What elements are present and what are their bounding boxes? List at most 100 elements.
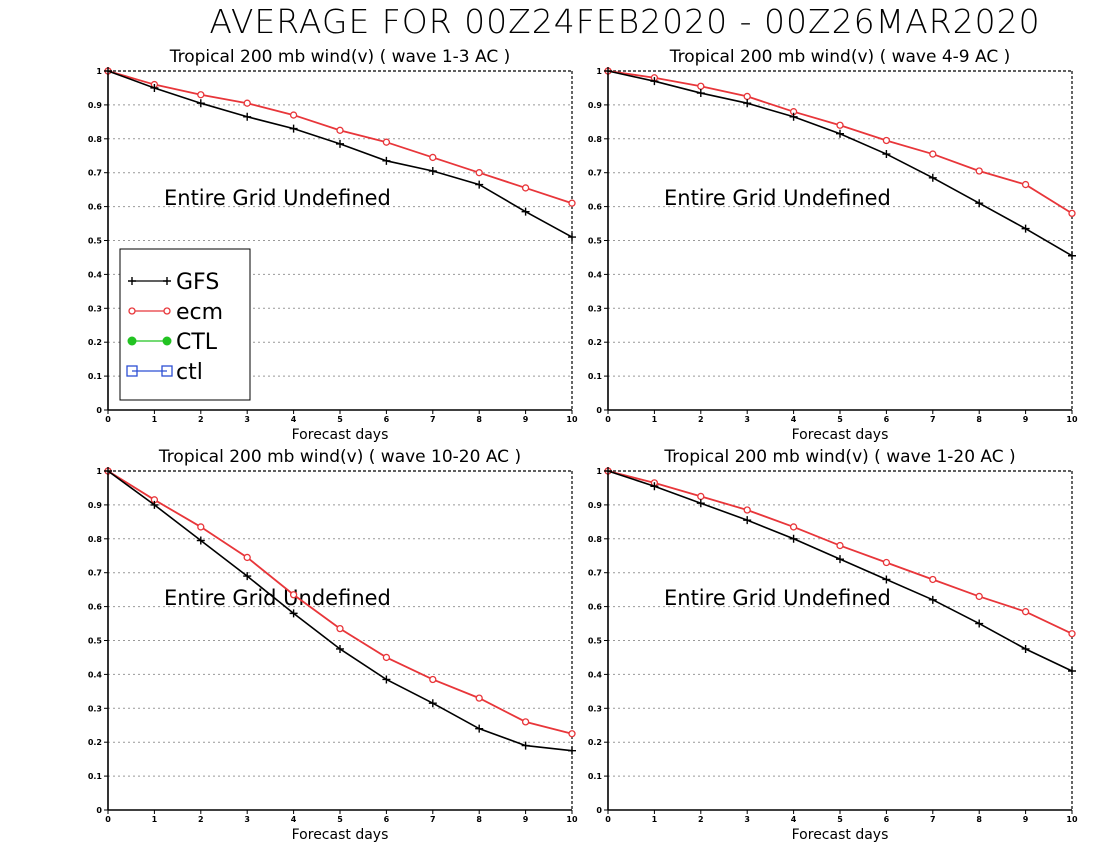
data-point-GFS	[336, 139, 344, 148]
legend-label: ctl	[176, 360, 203, 385]
x-tick-label: 6	[884, 815, 890, 824]
x-tick-label: 8	[976, 815, 982, 824]
y-tick-label: 0.6	[588, 203, 603, 212]
data-point-GFS	[336, 644, 344, 653]
y-tick-label: 0.5	[588, 237, 603, 246]
series-line-GFS	[107, 70, 573, 238]
data-point-GFS	[1021, 224, 1030, 233]
y-tick-label: 1	[96, 467, 102, 476]
data-point-GFS	[743, 99, 752, 108]
y-tick-label: 0.8	[88, 135, 103, 144]
data-point-ecm	[429, 675, 437, 684]
data-point-ecm	[197, 91, 205, 99]
y-tick-label: 0.9	[588, 501, 603, 510]
data-point-ecm	[743, 92, 751, 101]
x-tick-label: 3	[744, 815, 750, 824]
chart-title: Tropical 200 mb wind(v) ( wave 1-20 AC )	[663, 447, 1015, 467]
chart-title: Tropical 200 mb wind(v) ( wave 4-9 AC )	[669, 47, 1011, 67]
x-tick-label: 4	[791, 815, 797, 824]
data-point-ecm	[882, 558, 891, 567]
y-tick-label: 0.2	[88, 338, 102, 347]
x-tick-label: 5	[837, 415, 843, 424]
y-tick-label: 0.3	[88, 704, 102, 713]
y-tick-label: 0.4	[88, 270, 103, 279]
data-point-ecm	[882, 136, 891, 145]
series-line-GFS	[607, 70, 1073, 257]
x-tick-label: 1	[652, 415, 658, 424]
data-point-ecm	[697, 492, 705, 501]
data-point-GFS	[196, 536, 205, 545]
legend-item-ctl: ctl	[126, 360, 203, 385]
data-point-GFS	[882, 150, 891, 159]
data-point-GFS	[382, 156, 391, 165]
x-tick-label: 5	[837, 815, 843, 824]
x-tick-label: 1	[652, 815, 658, 824]
data-point-ecm	[289, 111, 298, 119]
y-tick-label: 1	[96, 67, 102, 76]
chart-panel-1: Tropical 200 mb wind(v) ( wave 1-3 AC ) 0…	[88, 47, 578, 443]
data-point-ecm	[382, 653, 391, 662]
x-tick-label: 1	[152, 415, 158, 424]
data-point-ecm	[336, 624, 344, 633]
data-point-ecm	[1068, 209, 1076, 218]
data-point-ecm	[1068, 630, 1076, 638]
data-point-GFS	[650, 482, 659, 491]
x-tick-label: 2	[198, 815, 204, 824]
x-tick-label: 7	[930, 815, 936, 824]
data-point-ecm	[975, 167, 983, 175]
data-point-GFS	[928, 595, 937, 604]
x-tick-label: 1	[152, 815, 158, 824]
y-tick-label: 0.2	[588, 738, 602, 747]
y-tick-label: 0.4	[588, 670, 603, 679]
data-point-GFS	[289, 124, 298, 133]
y-tick-label: 0	[596, 406, 602, 415]
x-tick-label: 7	[930, 415, 936, 424]
chart-panel-2: Tropical 200 mb wind(v) ( wave 4-9 AC ) 0…	[588, 47, 1078, 443]
x-tick-label: 4	[291, 815, 297, 824]
legend-marker	[163, 277, 171, 285]
y-tick-label: 0.8	[588, 535, 603, 544]
data-point-ecm	[521, 184, 530, 192]
chart-annotation: Entire Grid Undefined	[664, 186, 891, 210]
x-tick-label: 4	[291, 415, 297, 424]
x-tick-label: 3	[744, 415, 750, 424]
y-tick-label: 0.9	[588, 101, 603, 110]
data-point-GFS	[882, 575, 891, 584]
data-point-GFS	[150, 83, 159, 92]
x-tick-label: 3	[244, 415, 250, 424]
y-tick-label: 0.7	[88, 169, 102, 178]
data-point-GFS	[975, 619, 984, 628]
x-tick-label: 2	[198, 415, 204, 424]
y-tick-label: 0.7	[588, 569, 602, 578]
data-point-ecm	[197, 523, 205, 531]
data-point-ecm	[382, 138, 391, 146]
data-point-ecm	[1021, 180, 1030, 189]
data-point-GFS	[836, 555, 844, 564]
y-tick-label: 0.7	[88, 569, 102, 578]
x-tick-label: 8	[476, 415, 482, 424]
y-tick-label: 0	[96, 806, 102, 815]
data-point-GFS	[928, 173, 937, 182]
chart-panel-3: Tropical 200 mb wind(v) ( wave 10-20 AC …	[88, 447, 578, 843]
y-tick-label: 0.7	[588, 169, 602, 178]
x-axis-label: Forecast days	[292, 827, 389, 843]
data-point-GFS	[1068, 251, 1076, 260]
x-tick-label: 9	[1023, 815, 1029, 824]
data-point-GFS	[743, 516, 752, 525]
x-tick-label: 2	[698, 815, 704, 824]
legend-marker	[161, 365, 173, 377]
data-point-GFS	[696, 89, 705, 98]
legend-item-ecm: ecm	[128, 300, 223, 325]
y-tick-label: 0.2	[588, 338, 602, 347]
x-tick-label: 8	[476, 815, 482, 824]
y-tick-label: 0.6	[88, 603, 103, 612]
data-point-ecm	[929, 575, 937, 584]
x-tick-label: 0	[105, 415, 111, 424]
y-tick-label: 0.1	[588, 372, 603, 381]
x-tick-label: 0	[105, 815, 111, 824]
x-tick-label: 9	[523, 415, 529, 424]
chart-panel-4: Tropical 200 mb wind(v) ( wave 1-20 AC )…	[588, 447, 1078, 843]
y-tick-label: 0.4	[88, 670, 103, 679]
y-tick-label: 0.5	[588, 637, 603, 646]
